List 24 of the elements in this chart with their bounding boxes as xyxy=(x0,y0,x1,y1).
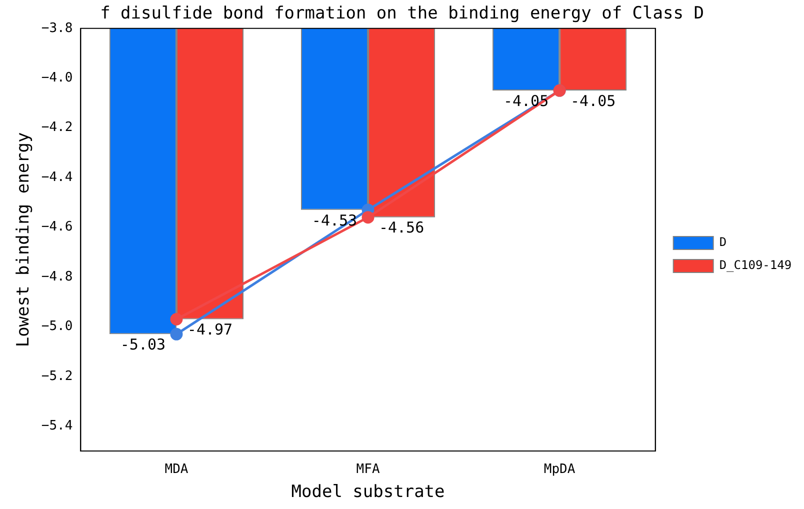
y-tick-label: −4.2 xyxy=(41,120,73,136)
data-label: -5.03 xyxy=(120,336,166,354)
x-tick-label: MpDA xyxy=(544,462,576,478)
y-tick-label: −4.6 xyxy=(41,220,73,235)
data-label: -4.56 xyxy=(378,218,424,237)
y-tick-label: −4.0 xyxy=(41,70,73,86)
chart-title: f disulfide bond formation on the binding energy of Class D xyxy=(100,4,704,24)
point xyxy=(170,328,183,340)
x-tick-label: MFA xyxy=(356,462,380,478)
y-tick-label: −5.0 xyxy=(41,319,73,334)
y-tick-label: −5.2 xyxy=(41,368,73,384)
y-tick-label: −4.8 xyxy=(41,269,73,284)
x-tick-label: MDA xyxy=(164,462,188,478)
legend-label: D xyxy=(719,235,727,250)
y-tick-label: −4.4 xyxy=(41,170,73,185)
y-axis-title: Lowest binding energy xyxy=(14,132,34,348)
legend-label: D_C109-149 xyxy=(719,258,792,272)
data-label: -4.05 xyxy=(570,92,616,110)
y-tick-label: −5.4 xyxy=(41,418,73,434)
data-label: -4.97 xyxy=(187,320,233,339)
x-axis-title: Model substrate xyxy=(291,482,445,502)
point xyxy=(362,211,374,224)
point xyxy=(170,313,183,326)
y-tick-label: −3.8 xyxy=(41,20,73,36)
